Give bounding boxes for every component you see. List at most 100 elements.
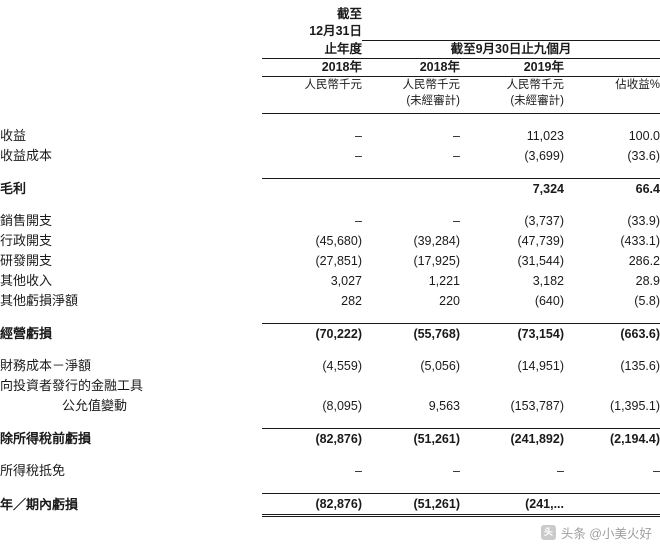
watermark-text: 头条 @小美火好 (560, 527, 652, 541)
spacer-row (0, 199, 660, 211)
row-value: (5,056) (420, 358, 460, 373)
row-value: (241,892) (460, 427, 564, 449)
row-value: (4,559) (322, 358, 362, 373)
header-col1-unit: 人民幣千元 (262, 75, 362, 93)
row-value: 11,023 (526, 128, 564, 143)
header-col2-unit: 人民幣千元 (362, 75, 460, 93)
row-value (362, 177, 460, 199)
row-value: 66.4 (564, 177, 660, 199)
row-value: 286.2 (628, 253, 660, 268)
row-label: 除所得稅前虧損 (0, 430, 92, 446)
header-col1-line1: 截至 (336, 7, 362, 21)
row-value: (82,876) (262, 427, 362, 449)
table-row: 財務成本－淨額 (4,559) (5,056) (14,951) (135.6) (0, 356, 660, 376)
header-col1-year: 2018年 (262, 57, 362, 76)
row-value (262, 177, 362, 199)
row-value: (27,851) (315, 253, 362, 268)
row-label: 毛利 (0, 180, 27, 196)
row-label: 銷售開支 (0, 212, 53, 228)
row-value: (433.1) (620, 233, 660, 248)
header-col3-unit2: (未經審計) (510, 94, 564, 107)
row-value: (241,... (460, 492, 564, 517)
row-value: 100.0 (628, 128, 660, 143)
row-value: – (557, 463, 564, 478)
watermark-logo-icon: 头 (540, 525, 556, 540)
row-value: 9,563 (428, 398, 460, 413)
header-col1-line2: 12月31日 (309, 24, 362, 38)
row-value: – (453, 148, 460, 163)
table-row: 銷售開支 – – (3,737) (33.9) (0, 211, 660, 231)
row-value: 28.9 (635, 273, 660, 288)
row-label: 其他收入 (0, 272, 53, 288)
row-value: (51,261) (362, 427, 460, 449)
header-col4-unit: 佔收益% (564, 75, 660, 93)
row-value: 282 (341, 293, 362, 308)
spacer-row (0, 311, 660, 324)
row-value (564, 492, 660, 517)
row-value: (2,194.4) (564, 427, 660, 449)
row-value: (45,680) (315, 233, 362, 248)
table-row: 行政開支 (45,680) (39,284) (47,739) (433.1) (0, 231, 660, 251)
header-col1-line3: 止年度 (324, 41, 362, 56)
row-value: – (355, 128, 362, 143)
header-col2-year: 2018年 (362, 57, 460, 76)
table-row: 年／期內虧損 (82,876) (51,261) (241,... (0, 492, 660, 517)
row-value: (640) (534, 293, 564, 308)
row-value: – (453, 213, 460, 228)
header-col3-year: 2019年 (460, 57, 564, 76)
table-row: 收益 – – 11,023 100.0 (0, 126, 660, 146)
header-row-line3: 止年度 截至9月30日止九個月 (0, 39, 660, 58)
header-col4-unit2 (564, 93, 660, 109)
row-value: – (355, 463, 362, 478)
row-value: 3,182 (532, 273, 564, 288)
table-row: 毛利 7,324 66.4 (0, 177, 660, 199)
row-value: – (355, 213, 362, 228)
row-value (362, 376, 460, 396)
header-row-units1: 人民幣千元 人民幣千元 人民幣千元 佔收益% (0, 75, 660, 93)
row-value: (14,951) (517, 358, 564, 373)
spacer-row (0, 344, 660, 356)
row-value: 220 (439, 293, 460, 308)
row-label: 收益 (0, 127, 27, 143)
row-value: (5.8) (634, 293, 660, 308)
row-value (262, 376, 362, 396)
watermark: 头 头条 @小美火好 (540, 523, 652, 542)
row-label: 收益成本 (0, 147, 53, 163)
row-value (460, 376, 564, 396)
header-row-line2: 12月31日 (0, 23, 660, 40)
row-value: (73,154) (460, 322, 564, 344)
header-col3-unit: 人民幣千元 (460, 75, 564, 93)
row-value: (55,768) (362, 322, 460, 344)
row-value: (663.6) (564, 322, 660, 344)
table-row: 其他收入 3,027 1,221 3,182 28.9 (0, 271, 660, 291)
row-value: (3,699) (524, 148, 564, 163)
table-row: 收益成本 – – (3,699) (33.6) (0, 146, 660, 166)
row-label: 公允值變動 (62, 397, 128, 413)
row-value: 1,221 (428, 273, 460, 288)
table-row: 除所得稅前虧損 (82,876) (51,261) (241,892) (2,194.4… (0, 427, 660, 449)
row-value: – (653, 463, 660, 478)
spacer-row (0, 449, 660, 461)
row-value: (31,544) (517, 253, 564, 268)
header-period-title: 截至9月30日止九個月 (362, 39, 660, 58)
table-row: 公允值變動 (8,095) 9,563 (153,787) (1,395.1) (0, 396, 660, 416)
spacer-row (0, 416, 660, 429)
row-label: 行政開支 (0, 232, 53, 248)
row-value: (33.6) (627, 148, 660, 163)
header-row-units2: (未經審計) (未經審計) (0, 93, 660, 109)
row-label: 年／期內虧損 (0, 497, 79, 512)
financial-table: 截至 12月31日 止年度 截至9月30日止九個月 2018年 2018年 (0, 6, 660, 517)
table-row: 所得稅抵免 – – – – (0, 461, 660, 481)
header-row-years: 2018年 2018年 2019年 (0, 57, 660, 76)
header-col1-unit2 (262, 93, 362, 109)
header-row-line1: 截至 (0, 6, 660, 23)
row-value: (33.9) (627, 213, 660, 228)
gap-after-header (0, 113, 660, 126)
row-label: 經營虧損 (0, 325, 53, 341)
row-value (564, 376, 660, 396)
header-col4-year-blank (564, 57, 660, 76)
row-label: 所得稅抵免 (0, 462, 66, 478)
row-value: – (355, 148, 362, 163)
row-value: – (453, 463, 460, 478)
